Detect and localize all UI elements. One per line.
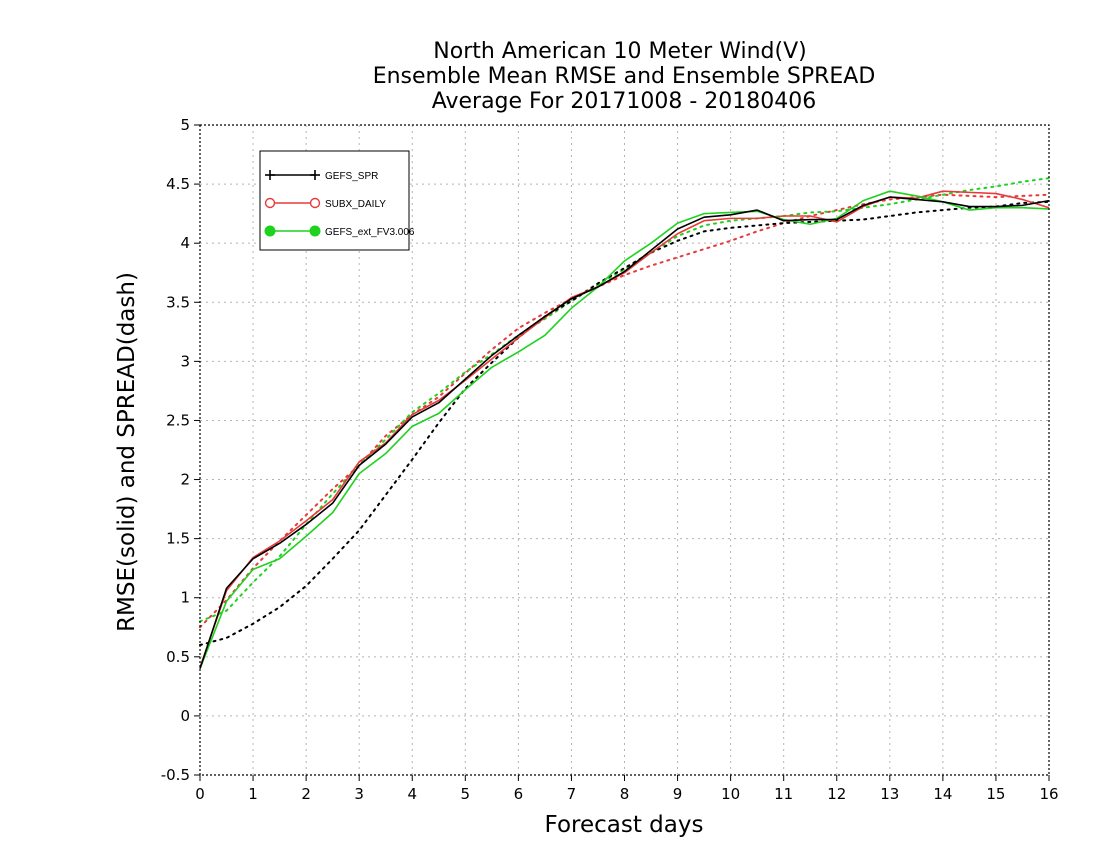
chart-title-line-3: Average For 20171008 - 20180406 xyxy=(432,89,817,114)
y-tick-label: 1 xyxy=(180,589,190,607)
plot-frame xyxy=(199,124,1050,776)
x-tick-label: 7 xyxy=(567,785,577,803)
chart-title: North American 10 Meter Wind(V) Ensemble… xyxy=(373,39,876,114)
grid xyxy=(200,125,1049,775)
y-tick-label: 2.5 xyxy=(166,411,190,429)
y-tick-label: 5 xyxy=(180,116,190,134)
x-tick-label: 13 xyxy=(880,785,899,803)
legend-marker-open-circle xyxy=(309,197,321,209)
x-tick-label: 16 xyxy=(1039,785,1058,803)
x-tick-label: 12 xyxy=(827,785,846,803)
series-subx-daily-spread-line xyxy=(199,193,1050,629)
legend-label: GEFS_SPR xyxy=(325,171,378,182)
series-gefs-spr-spread-line xyxy=(199,200,1050,646)
x-tick-label: 8 xyxy=(620,785,630,803)
legend-label: SUBX_DAILY xyxy=(325,199,386,210)
x-tick-label: 0 xyxy=(195,785,205,803)
x-tick-label: 10 xyxy=(721,785,740,803)
plot-lines xyxy=(199,177,1050,669)
x-tick-label: 2 xyxy=(301,785,311,803)
legend-box xyxy=(259,150,410,251)
y-tick-label: 1.5 xyxy=(166,530,190,548)
y-tick-label: 3.5 xyxy=(166,293,190,311)
chart-title-line-2: Ensemble Mean RMSE and Ensemble SPREAD xyxy=(373,64,876,89)
series-gefs-ext-fv3-006-rmse-line xyxy=(199,190,1050,669)
x-axis-title: Forecast days xyxy=(545,812,704,838)
legend-marker-filled-circle xyxy=(264,225,276,237)
legend-marker-filled-circle xyxy=(309,225,321,237)
y-tick-label: 0 xyxy=(180,707,190,725)
x-tick-label: 9 xyxy=(673,785,683,803)
y-axis-title: RMSE(solid) and SPREAD(dash) xyxy=(114,272,140,632)
x-tick-label: 1 xyxy=(248,785,258,803)
legend-label: GEFS_ext_FV3.006 xyxy=(325,227,415,238)
x-tick-label: 14 xyxy=(933,785,952,803)
series-subx-daily-rmse-line xyxy=(199,190,1050,668)
y-tick-label: 3 xyxy=(180,352,190,370)
y-tick-label: 4 xyxy=(180,234,190,252)
y-tick-label: 2 xyxy=(180,471,190,489)
x-tick-label: 15 xyxy=(986,785,1005,803)
series-gefs-spr-rmse-line xyxy=(199,196,1050,669)
x-tick-label: 6 xyxy=(514,785,524,803)
y-tick-label: -0.5 xyxy=(161,766,190,784)
axes: 0 1 2 3 4 5 6 7 8 9 10 11 12 13 14 15 16-0.500.511.522.5… xyxy=(161,116,1059,803)
x-tick-label: 3 xyxy=(354,785,364,803)
legend-marker-open-circle xyxy=(264,197,276,209)
x-tick-label: 4 xyxy=(407,785,417,803)
legend: GEFS_SPR SUBX_DAILY GEFS_ext_FV3.006 xyxy=(259,150,415,251)
y-tick-label: 4.5 xyxy=(166,175,190,193)
chart-title-line-1: North American 10 Meter Wind(V) xyxy=(433,39,806,64)
x-tick-label: 11 xyxy=(774,785,793,803)
y-tick-label: 0.5 xyxy=(166,648,190,666)
x-tick-label: 5 xyxy=(461,785,471,803)
